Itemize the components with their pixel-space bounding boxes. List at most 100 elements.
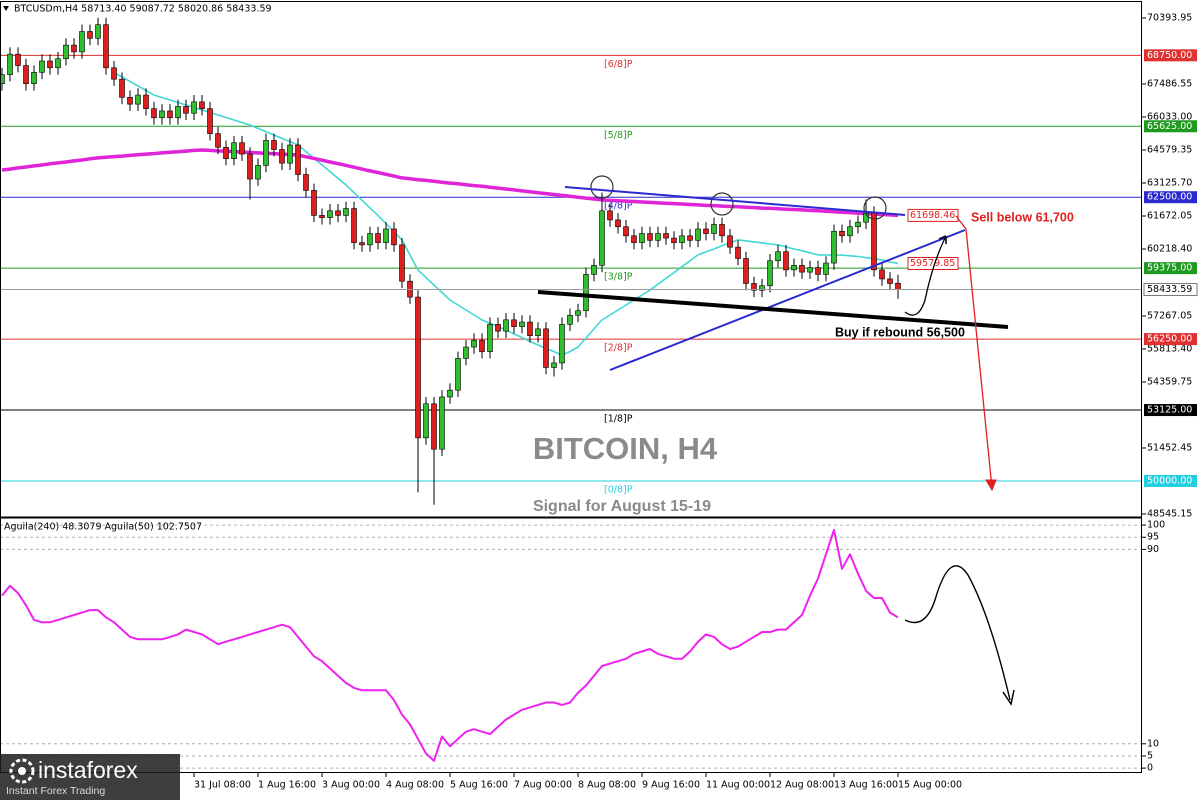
candle-body [191, 101, 197, 114]
annotation: Buy if rebound 56,500 [835, 325, 965, 339]
symbol-icon [3, 6, 9, 11]
candle-body [671, 237, 677, 243]
x-tick-label: 15 Aug 00:00 [898, 780, 962, 791]
level-price-box [1144, 49, 1197, 62]
candle-body [607, 210, 613, 221]
candle-body [879, 269, 885, 280]
candle-body [199, 101, 205, 109]
candle-body [367, 233, 373, 246]
candle-body [63, 44, 69, 60]
x-tick-label: 12 Aug 08:00 [770, 780, 834, 791]
y-tick-label: 90 [1147, 544, 1159, 555]
candle-body [599, 210, 605, 266]
pattern-drawing [537, 175, 1015, 706]
current-price-box [1143, 283, 1198, 297]
forecast-arrow [904, 565, 1011, 701]
candle-body [87, 31, 93, 39]
level-name: [1/8]P [604, 414, 633, 425]
touch-circle [710, 192, 734, 216]
candle-body [231, 142, 237, 159]
candle-body [847, 226, 853, 237]
candle-body [687, 235, 693, 241]
candle-body [567, 314, 573, 325]
candle-body [95, 24, 101, 39]
candle-body [511, 319, 517, 327]
x-tick-label: 8 Aug 08:00 [578, 780, 636, 791]
candle-body [703, 228, 709, 234]
arrow-head [938, 235, 947, 244]
candle-body [463, 346, 469, 359]
candle-body [183, 106, 189, 114]
base-line [537, 290, 1009, 329]
candle-body [39, 60, 45, 73]
ma-value-label: 59579.85 [910, 258, 955, 269]
logo-tagline: Instant Forex Trading [6, 785, 105, 797]
y-tick-label: 63125.70 [1147, 178, 1192, 189]
candle-body [327, 210, 333, 218]
candle-body [47, 60, 53, 69]
candle-body [767, 260, 773, 287]
candle-body [375, 233, 381, 243]
candle-body [871, 212, 877, 271]
y-tick-label: 61672.05 [1147, 211, 1192, 222]
watermark-subtitle: Signal for August 15-19 [533, 498, 711, 515]
y-tick-label: 0 [1147, 763, 1153, 774]
candle-body [119, 78, 125, 98]
candle-body [79, 31, 85, 53]
logo: instaforex Instant Forex Trading [0, 754, 180, 800]
y-tick-label: 95 [1147, 532, 1159, 543]
candle-body [535, 328, 541, 336]
candle-body [519, 321, 525, 327]
x-tick-label: 31 Jul 08:00 [194, 780, 251, 791]
candle-body [575, 310, 581, 316]
y-tick-label: 60218.40 [1147, 244, 1192, 255]
y-tick-label: 66033.00 [1147, 112, 1192, 123]
candle-body [615, 219, 621, 228]
candle-body [151, 108, 157, 119]
slow-ma-line [1, 148, 899, 218]
candle-body [111, 67, 117, 80]
candle-body [887, 278, 893, 284]
candle-body [303, 174, 309, 191]
candle-body [311, 190, 317, 216]
level-price-label: 65625.00 [1147, 121, 1192, 132]
x-tick-label: 4 Aug 08:00 [386, 780, 444, 791]
candle-body [647, 233, 653, 241]
candle-body [895, 282, 901, 290]
candle-body [207, 108, 213, 134]
level-price-box [1144, 262, 1197, 275]
y-tick-label: 67486.55 [1147, 79, 1192, 90]
level-name: [6/8]P [604, 59, 633, 70]
candle-body [831, 230, 837, 264]
level-name: [2/8]P [604, 343, 633, 354]
candle-body [239, 142, 245, 155]
level-price-label: 59375.00 [1147, 263, 1192, 274]
candle-body [743, 258, 749, 284]
candle-body [127, 97, 133, 105]
y-tick-label: 10 [1147, 738, 1159, 749]
candle-body [719, 224, 725, 237]
candle-body [679, 235, 685, 243]
candle-body [775, 251, 781, 262]
candle-body [55, 58, 61, 69]
plot-frame [0, 1, 1142, 773]
logo-icon [9, 758, 35, 784]
candle-body [31, 72, 37, 85]
candle-body [399, 244, 405, 282]
candle-body [487, 324, 493, 352]
candle-body [807, 267, 813, 273]
level-price-box [1144, 333, 1197, 346]
candle-body [527, 321, 533, 336]
candle-body [287, 144, 293, 164]
candle-body [15, 53, 21, 66]
resistance-line [564, 186, 906, 216]
candle-body [543, 328, 549, 368]
candle-body [471, 339, 477, 348]
y-tick-label: 100 [1147, 520, 1165, 531]
x-tick-label: 13 Aug 16:00 [834, 780, 898, 791]
annotation: Sell below 61,700 [971, 210, 1074, 224]
candle-body [351, 208, 357, 243]
x-tick-label: 11 Aug 00:00 [706, 780, 770, 791]
candle-body [495, 324, 501, 332]
